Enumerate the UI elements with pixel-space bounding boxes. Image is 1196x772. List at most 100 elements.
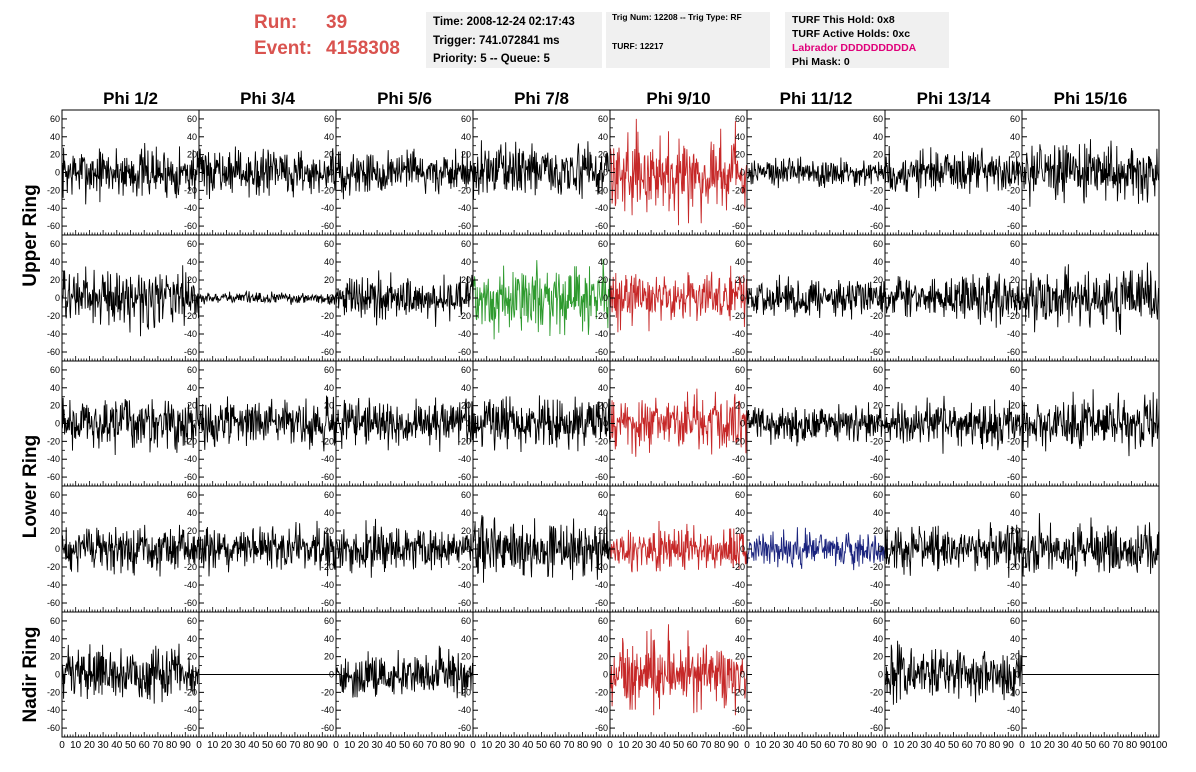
time-text: Time: 2008-12-24 02:17:43 xyxy=(433,16,575,28)
x-tick-label: 60 xyxy=(550,740,562,751)
column-header: Phi 3/4 xyxy=(240,89,295,108)
y-tick-label: 40 xyxy=(324,508,334,518)
y-tick-label: 20 xyxy=(461,652,471,662)
y-tick-label: -40 xyxy=(321,705,334,715)
y-tick-label: 40 xyxy=(735,634,745,644)
y-tick-label: 60 xyxy=(735,114,745,124)
y-tick-label: -20 xyxy=(870,311,883,321)
y-tick-label: -40 xyxy=(458,580,471,590)
y-tick-label: -40 xyxy=(1007,705,1020,715)
y-tick-label: 60 xyxy=(324,239,334,249)
y-tick-label: 0 xyxy=(466,544,471,554)
y-tick-label: -20 xyxy=(458,562,471,572)
y-tick-label: 20 xyxy=(461,275,471,285)
y-tick-label: 40 xyxy=(598,132,608,142)
y-tick-label: 20 xyxy=(187,652,197,662)
x-tick-label: 30 xyxy=(235,740,247,751)
y-tick-label: 60 xyxy=(324,114,334,124)
run-label: Run: xyxy=(254,12,298,33)
column-header: Phi 9/10 xyxy=(646,89,710,108)
x-tick-label: 20 xyxy=(907,740,919,751)
waveform-trace xyxy=(472,513,611,583)
y-tick-label: 60 xyxy=(1010,365,1020,375)
y-tick-label: -40 xyxy=(870,203,883,213)
y-tick-label: 40 xyxy=(598,508,608,518)
y-tick-label: -20 xyxy=(870,436,883,446)
y-tick-label: 0 xyxy=(878,670,883,680)
y-tick-label: 60 xyxy=(461,114,471,124)
y-tick-label: 40 xyxy=(50,508,60,518)
y-tick-label: 40 xyxy=(1010,634,1020,644)
x-tick-label: 70 xyxy=(700,740,712,751)
x-tick-label: 30 xyxy=(783,740,795,751)
x-tick-label: 50 xyxy=(262,740,274,751)
column-header: Phi 1/2 xyxy=(103,89,158,108)
y-tick-label: 40 xyxy=(324,257,334,267)
y-tick-label: -40 xyxy=(732,580,745,590)
y-tick-label: -60 xyxy=(595,723,608,733)
x-tick-label: 0 xyxy=(1019,740,1025,751)
x-tick-label: 40 xyxy=(522,740,534,751)
y-tick-label: 40 xyxy=(873,257,883,267)
y-tick-label: -60 xyxy=(321,723,334,733)
y-tick-label: -40 xyxy=(321,203,334,213)
phi-mask-text: Phi Mask: 0 xyxy=(792,56,850,68)
y-tick-label: 40 xyxy=(187,508,197,518)
y-tick-label: 60 xyxy=(873,114,883,124)
x-tick-label: 50 xyxy=(673,740,685,751)
y-tick-label: 40 xyxy=(735,132,745,142)
y-tick-label: -20 xyxy=(458,687,471,697)
y-tick-label: -20 xyxy=(732,562,745,572)
y-tick-label: 0 xyxy=(55,544,60,554)
y-tick-label: 40 xyxy=(324,383,334,393)
column-header: Phi 15/16 xyxy=(1054,89,1128,108)
y-tick-label: 40 xyxy=(50,383,60,393)
y-tick-label: 20 xyxy=(324,150,334,160)
y-tick-label: 20 xyxy=(187,150,197,160)
x-tick-label: 80 xyxy=(852,740,864,751)
y-tick-label: 40 xyxy=(187,132,197,142)
x-tick-label: 50 xyxy=(536,740,548,751)
x-tick-label: 90 xyxy=(180,740,192,751)
y-tick-label: 0 xyxy=(1015,544,1020,554)
x-tick-label: 80 xyxy=(440,740,452,751)
y-tick-label: 0 xyxy=(329,168,334,178)
x-tick-label: 70 xyxy=(426,740,438,751)
waveform-trace xyxy=(609,520,748,573)
waveform-trace xyxy=(609,388,748,457)
y-tick-label: -60 xyxy=(870,347,883,357)
y-tick-label: -60 xyxy=(1007,723,1020,733)
x-tick-label: 30 xyxy=(98,740,110,751)
y-tick-label: -20 xyxy=(1007,562,1020,572)
y-tick-label: -60 xyxy=(321,221,334,231)
y-tick-label: -40 xyxy=(458,203,471,213)
y-tick-label: -60 xyxy=(321,347,334,357)
waveform-trace xyxy=(884,272,1023,328)
waveform-trace xyxy=(335,397,474,452)
turf-num-text: TURF: 12217 xyxy=(612,41,664,51)
y-tick-label: 0 xyxy=(192,293,197,303)
x-tick-label: 0 xyxy=(333,740,339,751)
y-tick-label: -40 xyxy=(732,203,745,213)
x-tick-label: 10 xyxy=(481,740,493,751)
waveform-trace xyxy=(472,259,611,340)
y-tick-label: 40 xyxy=(461,132,471,142)
y-tick-label: -60 xyxy=(732,723,745,733)
y-tick-label: 0 xyxy=(329,293,334,303)
x-tick-label: 60 xyxy=(687,740,699,751)
waveform-trace xyxy=(335,270,474,327)
y-tick-label: 0 xyxy=(878,293,883,303)
y-tick-label: 60 xyxy=(461,490,471,500)
y-tick-label: -20 xyxy=(1007,185,1020,195)
y-tick-label: 60 xyxy=(598,490,608,500)
row-group-label: Upper Ring xyxy=(20,184,41,286)
y-tick-label: -60 xyxy=(732,598,745,608)
y-tick-label: -60 xyxy=(870,598,883,608)
waveform-trace xyxy=(1021,262,1160,335)
y-tick-label: 60 xyxy=(1010,239,1020,249)
y-tick-label: -20 xyxy=(595,185,608,195)
y-tick-label: 60 xyxy=(187,616,197,626)
y-tick-label: -20 xyxy=(321,185,334,195)
x-tick-label: 90 xyxy=(1003,740,1015,751)
